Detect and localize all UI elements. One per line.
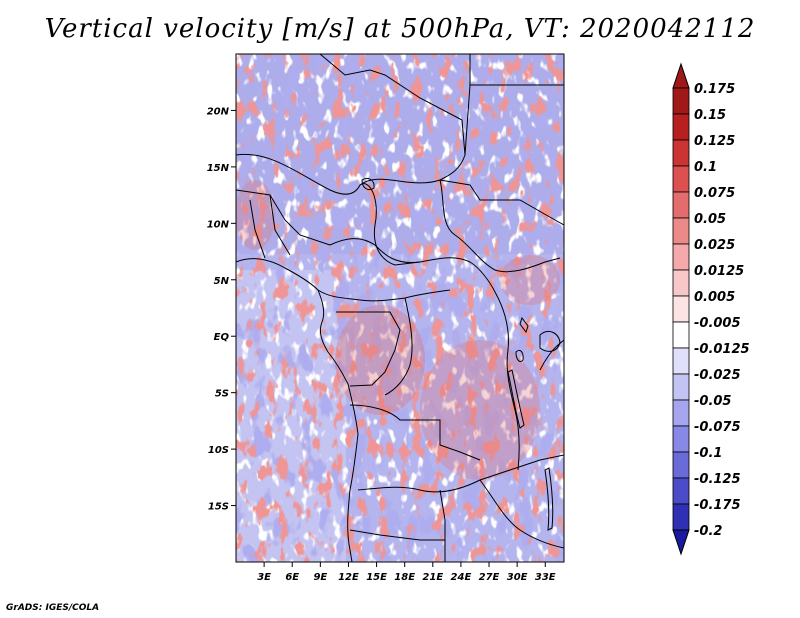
- colorbar-label: 0.005: [694, 290, 735, 305]
- border-line: [319, 54, 371, 76]
- colorbar-swatch: [672, 113, 690, 141]
- colorbar-swatch: [672, 165, 690, 193]
- colorbar-label: -0.025: [694, 368, 741, 383]
- convection-area-lake: [500, 255, 560, 305]
- colorbar-label: -0.005: [694, 316, 741, 331]
- colorbar-label: -0.0125: [694, 342, 750, 357]
- border-line: [494, 291, 520, 471]
- lake-victoria: [539, 331, 561, 352]
- map-title: Vertical velocity [m/s] at 500hPa, VT: 2…: [44, 14, 756, 44]
- colorbar-label: -0.2: [694, 524, 722, 539]
- colorbar-swatch: [672, 295, 690, 323]
- colorbar-label: -0.075: [694, 420, 741, 435]
- colorbar: 0.175 0.15 0.125 0.1 0.075 0.05 0.025 0.0125 0.0…: [672, 62, 750, 556]
- border-line: [336, 311, 401, 387]
- colorbar-label: 0.0125: [694, 264, 744, 279]
- lake-kivu: [515, 349, 524, 363]
- colorbar-label: -0.125: [694, 472, 741, 487]
- longitude-tick-label: 3E: [257, 572, 271, 583]
- longitude-tick-label: 18E: [394, 572, 415, 583]
- map-panel: [236, 54, 564, 562]
- longitude-tick-label: 24E: [451, 572, 472, 583]
- longitude-axis: 3E 6E 9E 12E 15E 18E 21E 24E 27E 30E 33E: [257, 562, 556, 583]
- latitude-tick-label: 5S: [215, 389, 229, 400]
- latitude-tick-label: 15N: [207, 163, 230, 174]
- colorbar-top-arrow: [672, 62, 690, 89]
- colorbar-label: 0.025: [694, 238, 735, 253]
- border-line: [236, 153, 421, 266]
- border-line: [269, 194, 291, 256]
- colorbar-swatch: [672, 217, 690, 245]
- longitude-tick-label: 27E: [479, 572, 500, 583]
- convection-area-east: [420, 340, 540, 480]
- border-line: [317, 289, 451, 302]
- border-line: [439, 489, 446, 562]
- colorbar-swatch: [672, 269, 690, 297]
- colorbar-swatch: [672, 191, 690, 219]
- latitude-tick-label: 20N: [207, 106, 230, 117]
- longitude-tick-label: 15E: [366, 572, 387, 583]
- lakes: [361, 177, 561, 531]
- latitude-tick-label: 15S: [208, 502, 229, 513]
- lake-tanganyika: [507, 369, 525, 429]
- border-line: [249, 199, 266, 259]
- border-line: [329, 238, 496, 293]
- colorbar-label: 0.05: [694, 212, 726, 227]
- colorbar-label: 0.175: [694, 82, 735, 97]
- colorbar-swatch: [672, 503, 690, 531]
- colorbar-swatch: [672, 373, 690, 401]
- border-line: [439, 179, 564, 226]
- border-line: [539, 339, 564, 371]
- lake-chad: [361, 177, 375, 191]
- border-line: [439, 179, 561, 273]
- convection-area-congo: [335, 305, 425, 415]
- colorbar-swatch: [672, 477, 690, 505]
- border-line: [357, 454, 564, 493]
- boundaries: [236, 54, 564, 562]
- longitude-tick-label: 12E: [338, 572, 359, 583]
- colorbar-swatch: [672, 425, 690, 453]
- red-texture: [236, 54, 564, 562]
- border-line: [236, 189, 331, 246]
- latitude-tick-label: EQ: [214, 332, 230, 343]
- colorbar-swatch: [672, 399, 690, 427]
- latitude-tick-label: 10N: [207, 219, 230, 230]
- colorbar-swatch: [672, 243, 690, 271]
- colorbar-label: 0.15: [694, 108, 726, 123]
- longitude-tick-label: 9E: [313, 572, 327, 583]
- credit-label: GrADS: IGES/COLA: [6, 603, 100, 613]
- lake-albert: [519, 316, 529, 334]
- colorbar-swatch: [672, 451, 690, 479]
- colorbar-label: -0.1: [694, 446, 722, 461]
- border-line: [349, 404, 481, 461]
- coastline: [236, 258, 359, 562]
- border-line: [384, 297, 413, 396]
- colorbar-label: 0.075: [694, 186, 735, 201]
- map-frame: [235, 53, 565, 563]
- longitude-tick-label: 21E: [422, 572, 443, 583]
- border-line: [479, 479, 564, 549]
- latitude-axis: 20N 15N 10N 5N EQ 5S 10S 15S: [207, 106, 236, 513]
- border-line: [369, 69, 466, 156]
- longitude-tick-label: 30E: [507, 572, 528, 583]
- latitude-tick-label: 5N: [214, 276, 230, 287]
- colorbar-label: 0.1: [694, 160, 717, 175]
- lake-malawi: [544, 467, 554, 531]
- colorbar-swatch: [672, 321, 690, 349]
- colorbar-swatch: [672, 87, 690, 115]
- latitude-tick-label: 10S: [208, 445, 229, 456]
- border-line: [349, 529, 445, 541]
- colorbar-swatch: [672, 347, 690, 375]
- longitude-tick-label: 33E: [535, 572, 556, 583]
- colorbar-label: -0.05: [694, 394, 731, 409]
- colorbar-swatch: [672, 139, 690, 167]
- longitude-tick-label: 6E: [285, 572, 299, 583]
- convection-area-west: [236, 180, 275, 250]
- colorbar-bottom-arrow: [672, 529, 690, 556]
- colorbar-label: -0.175: [694, 498, 741, 513]
- colorbar-label: 0.125: [694, 134, 735, 149]
